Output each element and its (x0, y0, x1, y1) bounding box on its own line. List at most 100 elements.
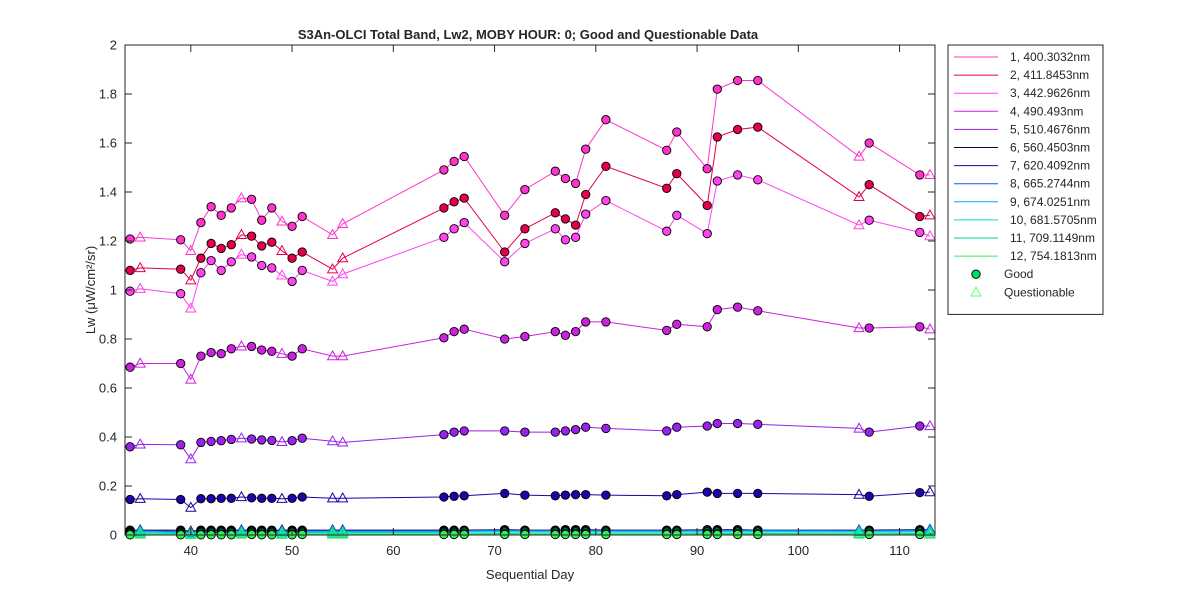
y-tick-label: 0 (110, 528, 117, 543)
legend-questionable-marker (970, 286, 982, 297)
x-tick-label: 100 (787, 543, 809, 558)
good-point (702, 487, 712, 497)
good-point (560, 426, 571, 436)
good-point (570, 326, 581, 337)
legend-entry: 9, 674.0251nm (1010, 195, 1090, 209)
good-point (257, 215, 267, 225)
good-point (560, 235, 571, 245)
legend-entry: 11, 709.1149nm (1010, 231, 1095, 245)
good-point (712, 418, 722, 429)
good-point (753, 175, 763, 185)
series-5 (125, 418, 936, 464)
good-point (662, 145, 672, 155)
questionable-point (134, 261, 146, 273)
x-tick-label: 80 (589, 543, 603, 558)
questionable-point (336, 251, 349, 263)
good-point (662, 491, 672, 501)
good-point (216, 243, 226, 254)
good-point (732, 124, 743, 135)
questionable-point (336, 492, 349, 503)
questionable-point (185, 373, 197, 384)
questionable-point (235, 490, 248, 502)
good-point (732, 75, 743, 86)
good-point (520, 490, 530, 500)
good-point (712, 304, 722, 315)
questionable-point (134, 438, 146, 449)
questionable-point (853, 321, 865, 333)
x-tick-label: 40 (184, 543, 198, 558)
good-point (267, 435, 277, 446)
good-point (702, 421, 712, 431)
y-tick-label: 0.2 (99, 479, 117, 494)
questionable-point (336, 528, 349, 539)
good-point (550, 208, 560, 218)
good-point (753, 75, 763, 86)
y-axis-label: Lw (μW/cm²/sr) (83, 246, 98, 334)
good-point (500, 247, 510, 257)
good-point (601, 195, 611, 206)
good-point (206, 202, 216, 212)
good-point (287, 276, 297, 287)
questionable-point (924, 525, 936, 537)
good-point (287, 253, 297, 263)
series-4 (125, 302, 936, 384)
legend-entry: Questionable (1004, 285, 1075, 299)
y-tick-label: 1.2 (99, 234, 117, 249)
good-point (864, 138, 874, 148)
legend-entry: 10, 681.5705nm (1010, 213, 1097, 227)
x-axis-label: Sequential Day (486, 567, 575, 582)
good-point (560, 330, 571, 340)
good-point (176, 289, 186, 299)
good-point (226, 203, 236, 213)
good-point (246, 194, 257, 204)
good-point (196, 253, 206, 263)
questionable-point (276, 215, 288, 226)
questionable-point (185, 452, 197, 464)
questionable-point (326, 528, 339, 539)
good-point (257, 241, 267, 251)
good-point (550, 326, 560, 337)
x-tick-label: 70 (487, 543, 501, 558)
questionable-point (853, 526, 865, 537)
good-point (216, 210, 226, 220)
good-point (439, 429, 449, 440)
series-7 (125, 485, 936, 512)
good-point (257, 435, 267, 445)
good-point (550, 427, 560, 437)
good-point (287, 221, 297, 231)
good-point (672, 210, 682, 220)
good-point (712, 132, 722, 142)
legend-entry: 7, 620.4092nm (1010, 159, 1090, 173)
questionable-point (276, 244, 288, 255)
good-point (176, 264, 186, 274)
good-point (662, 426, 672, 436)
good-point (449, 156, 459, 167)
good-point (560, 490, 571, 500)
questionable-point (276, 435, 288, 447)
good-point (297, 211, 307, 222)
good-point (500, 334, 510, 344)
good-point (662, 226, 672, 236)
good-point (449, 427, 459, 437)
good-point (257, 493, 267, 503)
good-point (864, 491, 874, 501)
y-tick-label: 0.4 (99, 430, 117, 445)
questionable-point (276, 347, 288, 358)
series-1 (125, 75, 936, 255)
good-point (732, 302, 743, 312)
good-point (753, 306, 763, 316)
questionable-point (235, 340, 248, 351)
good-point (257, 260, 267, 271)
good-point (449, 224, 459, 234)
good-point (500, 210, 510, 220)
good-point (439, 203, 449, 213)
good-point (662, 325, 672, 336)
good-point (267, 237, 277, 247)
good-point (520, 224, 530, 234)
good-point (216, 493, 226, 503)
legend-entry: Good (1004, 267, 1033, 281)
good-point (297, 433, 307, 443)
y-tick-label: 0.6 (99, 381, 117, 396)
questionable-point (924, 168, 936, 179)
